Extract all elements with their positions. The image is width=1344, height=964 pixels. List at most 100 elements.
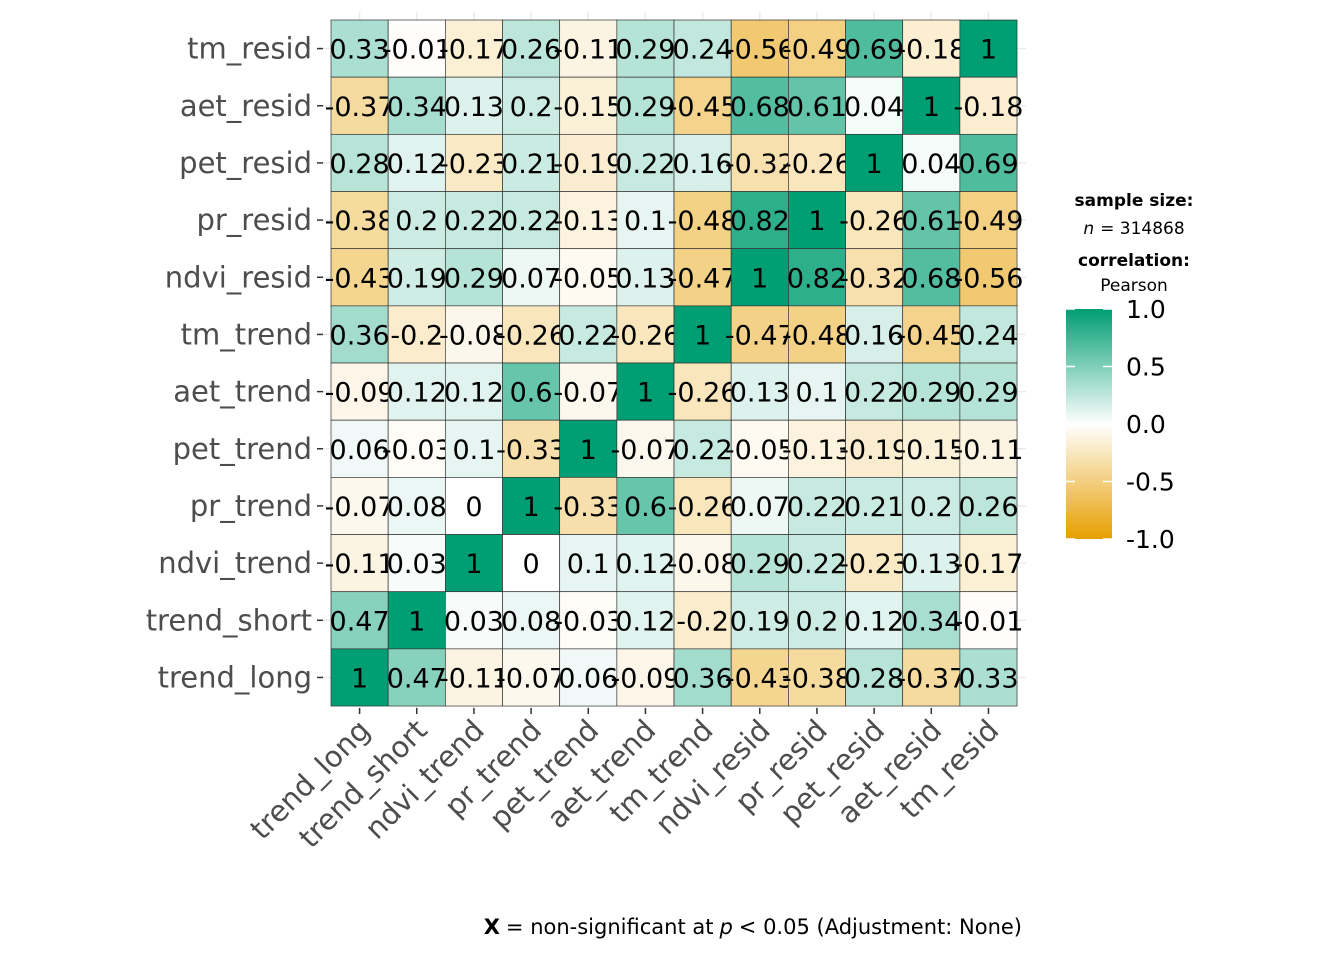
cell-value-label: -0.26 (839, 206, 909, 237)
heatmap-cell (959, 534, 1018, 593)
heatmap-cell (559, 191, 618, 250)
cell-value-label: 1 (808, 206, 825, 237)
heatmap-cell (788, 76, 846, 135)
cell-value-label: -0.17 (954, 549, 1024, 580)
heatmap-cell (444, 648, 503, 707)
heatmap-cell (616, 248, 675, 307)
heatmap-cell (387, 305, 446, 364)
heatmap-cell (673, 591, 732, 650)
cell-value-label: -0.26 (782, 149, 852, 180)
cell-value-label: -0.23 (439, 149, 509, 180)
cell-value-label: 0.03 (387, 549, 447, 580)
heatmap-cell (330, 305, 389, 364)
cell-value-label: -0.49 (954, 206, 1024, 237)
heatmap-cell (902, 133, 961, 192)
heatmap-cell (845, 76, 904, 135)
heatmap-cell (788, 648, 846, 707)
cell-value-label: 0.1 (795, 378, 838, 409)
heatmap-cell (902, 477, 961, 535)
heatmap-cell (502, 362, 561, 421)
cell-value-label: 0.2 (795, 606, 838, 637)
heatmap-cell (559, 591, 618, 650)
cell-value-label: 1 (923, 92, 940, 123)
y-axis-label: ndvi_resid (165, 260, 312, 294)
heatmap-cell (330, 591, 389, 650)
cell-value-label: 0.07 (501, 263, 561, 294)
legend-correlation-method: Pearson (1100, 276, 1168, 296)
heatmap-cell (559, 76, 618, 135)
heatmap-cell (502, 477, 561, 535)
cell-value-label: -0.11 (325, 549, 395, 580)
cell-value-label: 0.33 (958, 663, 1018, 694)
heatmap-cell (730, 534, 789, 593)
cell-value-label: 0.04 (901, 149, 961, 180)
cell-value-label: -0.43 (325, 263, 395, 294)
heatmap-cell (559, 305, 618, 364)
heatmap-cell (559, 534, 618, 593)
cell-value-label: 0.24 (673, 35, 733, 66)
cell-value-label: -0.03 (553, 606, 623, 637)
cell-value-label: 0.69 (844, 35, 904, 66)
caption-text-1: = non-significant at (506, 915, 714, 939)
cell-value-label: 0.13 (615, 263, 675, 294)
cell-value-label: -0.32 (725, 149, 795, 180)
cell-value-label: 0.22 (844, 378, 904, 409)
cell-value-label: -0.05 (553, 263, 623, 294)
heatmap-cell (673, 648, 732, 707)
cell-value-label: -0.11 (553, 35, 623, 66)
cell-value-label: 1 (866, 149, 883, 180)
heatmap-cell (502, 76, 561, 135)
heatmap-cell (902, 191, 961, 250)
heatmap-cell (502, 419, 561, 478)
cell-value-label: 0.61 (787, 92, 847, 123)
heatmap-cell (902, 419, 961, 478)
cell-value-label: 0.13 (730, 378, 790, 409)
heatmap-cells: 0.33-0.01-0.170.26-0.110.290.24-0.56-0.4… (325, 19, 1024, 707)
heatmap-cell (330, 419, 389, 478)
cell-value-label: 0.28 (330, 149, 390, 180)
heatmap-cell (559, 419, 618, 478)
legend-tick-label: 1.0 (1126, 295, 1166, 324)
heatmap-cell (845, 248, 904, 307)
heatmap-cell (444, 419, 503, 478)
cell-value-label: 0.36 (330, 320, 390, 351)
cell-value-label: 1 (523, 492, 540, 523)
cell-value-label: 0.29 (615, 35, 675, 66)
heatmap-cell (330, 248, 389, 307)
y-axis-label: pet_trend (173, 432, 312, 466)
heatmap-cell (845, 591, 904, 650)
heatmap-cell (959, 591, 1018, 650)
cell-value-label: 0.19 (387, 263, 447, 294)
cell-value-label: 0.22 (558, 320, 618, 351)
heatmap-cell (502, 133, 561, 192)
heatmap-cell (330, 133, 389, 192)
cell-value-label: -0.48 (668, 206, 738, 237)
cell-value-label: 0.47 (330, 606, 390, 637)
cell-value-label: 0.68 (730, 92, 790, 123)
heatmap-cell (502, 248, 561, 307)
cell-value-label: 0.28 (844, 663, 904, 694)
cell-value-label: -0.26 (610, 320, 680, 351)
cell-value-label: 0.34 (901, 606, 961, 637)
heatmap-cell (559, 648, 618, 707)
legend-sample-size: n = 314868 (1083, 219, 1184, 239)
cell-value-label: 1 (637, 378, 654, 409)
cell-value-label: 0.68 (901, 263, 961, 294)
cell-value-label: 0.21 (844, 492, 904, 523)
cell-value-label: 0.19 (730, 606, 790, 637)
heatmap-cell (788, 534, 846, 593)
heatmap-cell (330, 191, 389, 250)
cell-value-label: -0.11 (439, 663, 509, 694)
heatmap-cell (902, 648, 961, 707)
cell-value-label: -0.37 (325, 92, 395, 123)
cell-value-label: 0.12 (844, 606, 904, 637)
heatmap-cell (959, 248, 1018, 307)
cell-value-label: -0.19 (553, 149, 623, 180)
heatmap-cell (444, 362, 503, 421)
heatmap-cell (902, 248, 961, 307)
heatmap-cell (730, 19, 789, 78)
heatmap-cell (959, 477, 1018, 535)
cell-value-label: -0.07 (496, 663, 566, 694)
cell-value-label: 0.26 (501, 35, 561, 66)
